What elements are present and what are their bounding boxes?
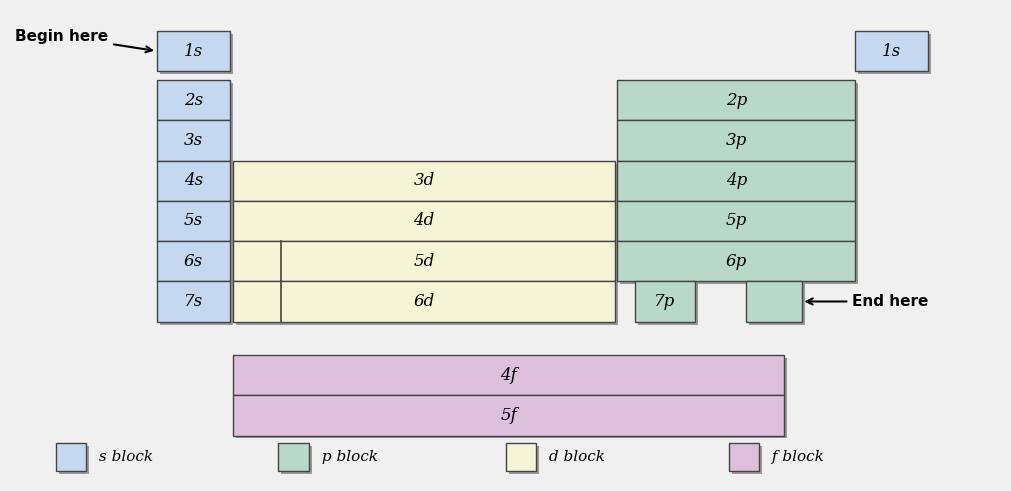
Text: p block: p block [316, 450, 377, 464]
Bar [854, 31, 927, 71]
Bar [617, 201, 854, 241]
Bar [157, 241, 229, 281]
Text: 2p: 2p [725, 92, 746, 109]
Bar [157, 281, 229, 322]
Text: 6d: 6d [413, 293, 434, 310]
Bar [160, 284, 233, 325]
Text: 2s: 2s [184, 92, 202, 109]
Text: 5p: 5p [725, 213, 746, 229]
Text: 5d: 5d [413, 253, 434, 270]
Bar [509, 446, 539, 474]
Bar [620, 83, 857, 123]
Text: 1s: 1s [184, 43, 202, 59]
Bar [281, 446, 311, 474]
Bar [236, 398, 787, 438]
Text: 6s: 6s [184, 253, 202, 270]
Bar [160, 83, 233, 123]
Bar [236, 204, 618, 244]
Bar [236, 244, 618, 284]
Bar [233, 395, 784, 436]
Text: 1s: 1s [882, 43, 900, 59]
Bar [620, 123, 857, 164]
Text: 3p: 3p [725, 132, 746, 149]
Bar [236, 358, 787, 398]
Bar [157, 120, 229, 161]
Bar [157, 80, 229, 120]
Bar [745, 281, 801, 322]
Text: Begin here: Begin here [15, 29, 152, 53]
Bar [637, 284, 698, 325]
Text: 6p: 6p [725, 253, 746, 270]
Bar [160, 164, 233, 204]
Text: f block: f block [766, 450, 823, 464]
Bar [620, 204, 857, 244]
Bar [278, 443, 308, 471]
Bar [157, 201, 229, 241]
Text: 5s: 5s [184, 213, 202, 229]
Bar [59, 446, 89, 474]
Bar [236, 284, 618, 325]
Bar [731, 446, 761, 474]
Text: End here: End here [806, 294, 927, 309]
Bar [236, 164, 618, 204]
Bar [160, 204, 233, 244]
Bar [160, 123, 233, 164]
Text: 3d: 3d [413, 172, 434, 189]
Text: 4d: 4d [413, 213, 434, 229]
Text: 3s: 3s [184, 132, 202, 149]
Bar [160, 34, 233, 74]
Bar [233, 281, 615, 322]
Bar [620, 164, 857, 204]
Text: 5f: 5f [499, 407, 517, 424]
Text: d block: d block [544, 450, 605, 464]
Bar [157, 161, 229, 201]
Bar [157, 31, 229, 71]
Bar [728, 443, 758, 471]
Bar [617, 120, 854, 161]
Text: 4p: 4p [725, 172, 746, 189]
Text: 4s: 4s [184, 172, 202, 189]
Bar [617, 241, 854, 281]
Bar [233, 201, 615, 241]
Text: 7p: 7p [654, 293, 674, 310]
Bar [160, 244, 233, 284]
Bar [617, 161, 854, 201]
Bar [56, 443, 86, 471]
Bar [233, 161, 615, 201]
Text: s block: s block [94, 450, 153, 464]
Bar [233, 355, 784, 395]
Bar [233, 241, 615, 281]
Bar [857, 34, 930, 74]
Bar [620, 244, 857, 284]
Text: 4f: 4f [499, 367, 517, 383]
Text: 7s: 7s [184, 293, 202, 310]
Bar [748, 284, 804, 325]
Bar [506, 443, 536, 471]
Bar [634, 281, 695, 322]
Bar [617, 80, 854, 120]
